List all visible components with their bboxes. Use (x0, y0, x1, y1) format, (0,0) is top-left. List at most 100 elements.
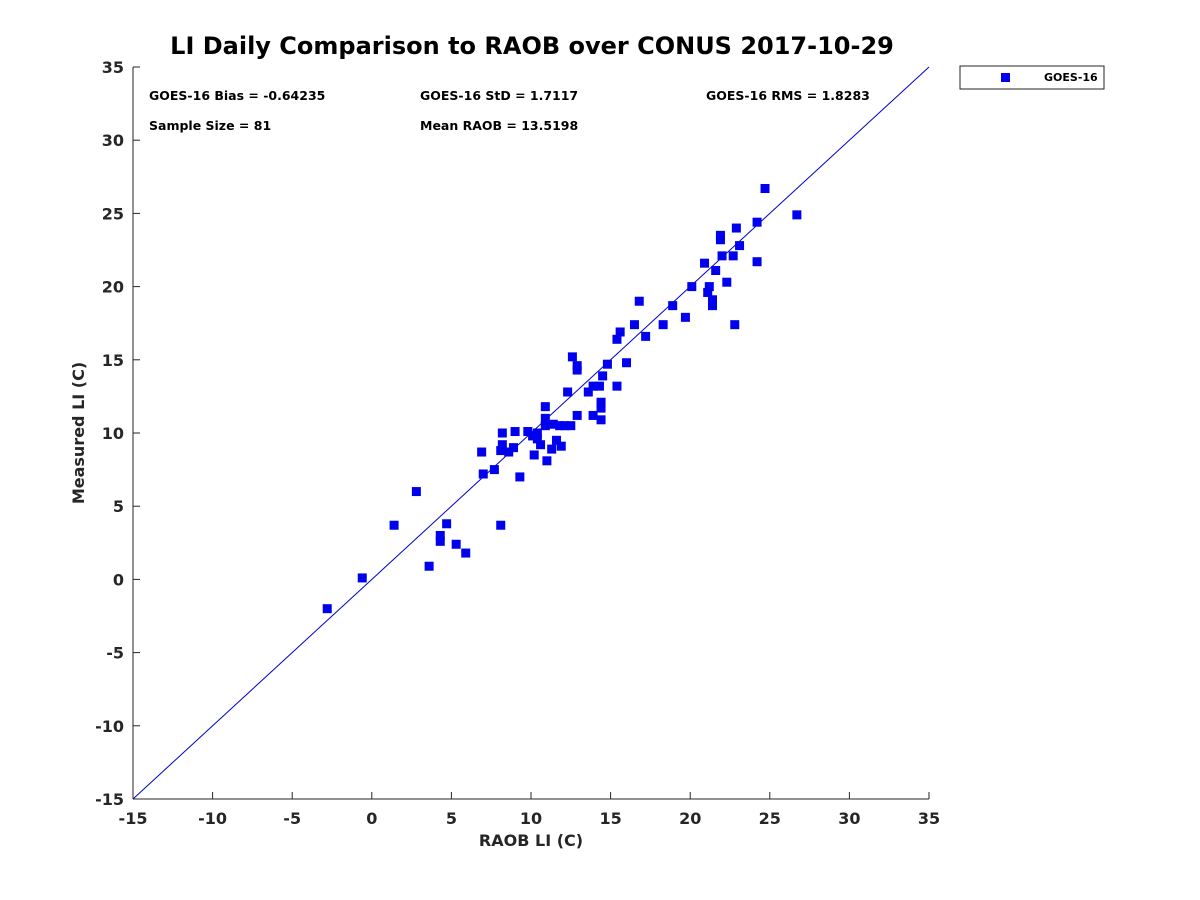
data-point (357, 573, 367, 583)
data-point (461, 548, 471, 558)
data-point (658, 320, 668, 330)
data-point (588, 410, 598, 420)
x-tick-label: 25 (759, 809, 781, 828)
data-point (622, 358, 632, 368)
data-point (700, 258, 710, 268)
data-point (540, 413, 550, 423)
data-point (717, 251, 727, 261)
data-point (596, 397, 606, 407)
data-point (389, 520, 399, 530)
data-point (523, 427, 533, 437)
y-tick-label: 25 (102, 204, 124, 223)
x-tick-label: -15 (119, 809, 148, 828)
legend: GOES-16 (959, 65, 1105, 90)
data-point (435, 530, 445, 540)
data-point (548, 419, 558, 429)
stat-mean-raob: Mean RAOB = 13.5198 (420, 118, 578, 133)
x-tick-label: -5 (283, 809, 301, 828)
data-point (730, 320, 740, 330)
data-point (510, 427, 520, 437)
chart-title: LI Daily Comparison to RAOB over CONUS 2… (170, 32, 894, 60)
x-tick-label: 30 (838, 809, 860, 828)
y-tick-label: 15 (102, 351, 124, 370)
data-point (760, 184, 770, 194)
data-point (715, 230, 725, 240)
data-point (792, 210, 802, 220)
y-axis-label: Measured LI (C) (69, 362, 88, 504)
data-point (735, 241, 745, 251)
data-point (641, 331, 651, 341)
x-tick-label: 10 (520, 809, 542, 828)
x-axis-label: RAOB LI (C) (479, 831, 583, 850)
data-point (451, 539, 461, 549)
data-point (752, 257, 762, 267)
data-point (629, 320, 639, 330)
data-point (567, 352, 577, 362)
data-point (588, 381, 598, 391)
stat-std: GOES-16 StD = 1.7117 (420, 88, 578, 103)
data-point (731, 223, 741, 233)
x-tick-label: 35 (918, 809, 940, 828)
x-tick-label: 5 (446, 809, 457, 828)
y-tick-label: 35 (102, 58, 124, 77)
data-point (707, 295, 717, 305)
y-tick-label: -10 (95, 717, 124, 736)
stat-rms: GOES-16 RMS = 1.8283 (706, 88, 870, 103)
data-point (532, 428, 542, 438)
y-axis-ticks: -15 -10 -5 0 5 10 15 20 25 30 35 (95, 58, 140, 809)
data-point (572, 410, 582, 420)
data-point (532, 434, 542, 444)
data-point (508, 443, 518, 453)
y-tick-label: 10 (102, 424, 124, 443)
data-point (478, 469, 488, 479)
data-point (704, 282, 714, 292)
data-point (596, 403, 606, 413)
data-point (711, 265, 721, 275)
data-point (572, 365, 582, 375)
data-point (703, 287, 713, 297)
y-tick-label: -15 (95, 790, 124, 809)
data-point (594, 381, 604, 391)
data-point (411, 487, 421, 497)
x-tick-label: 15 (599, 809, 621, 828)
data-point (602, 359, 612, 369)
x-tick-label: 20 (679, 809, 701, 828)
data-point (515, 472, 525, 482)
y-tick-label: 20 (102, 278, 124, 297)
data-point (489, 465, 499, 475)
data-point (680, 312, 690, 322)
data-point (668, 301, 678, 311)
data-point (596, 415, 606, 425)
x-tick-label: -10 (198, 809, 227, 828)
y-tick-label: 30 (102, 131, 124, 150)
data-point (563, 387, 573, 397)
stat-sample-size: Sample Size = 81 (149, 118, 271, 133)
data-point (547, 444, 557, 454)
data-point (598, 371, 608, 381)
data-point (634, 296, 644, 306)
data-point (728, 251, 738, 261)
data-point (496, 446, 506, 456)
data-point (566, 421, 576, 431)
data-point (529, 450, 539, 460)
data-point (528, 431, 538, 441)
data-point (497, 428, 507, 438)
data-point (442, 519, 452, 529)
data-point (556, 441, 566, 451)
data-point (542, 456, 552, 466)
legend-box (959, 65, 1105, 90)
data-point (540, 421, 550, 431)
data-point (435, 536, 445, 546)
y-tick-label: 5 (113, 497, 124, 516)
y-tick-label: -5 (106, 644, 124, 663)
data-point (707, 301, 717, 311)
data-point (551, 435, 561, 445)
data-point (424, 561, 434, 571)
data-point (540, 402, 550, 412)
data-point (615, 327, 625, 337)
data-point (477, 447, 487, 457)
legend-marker-square (1001, 73, 1010, 82)
legend-entry-goes16: GOES-16 (1044, 71, 1098, 84)
